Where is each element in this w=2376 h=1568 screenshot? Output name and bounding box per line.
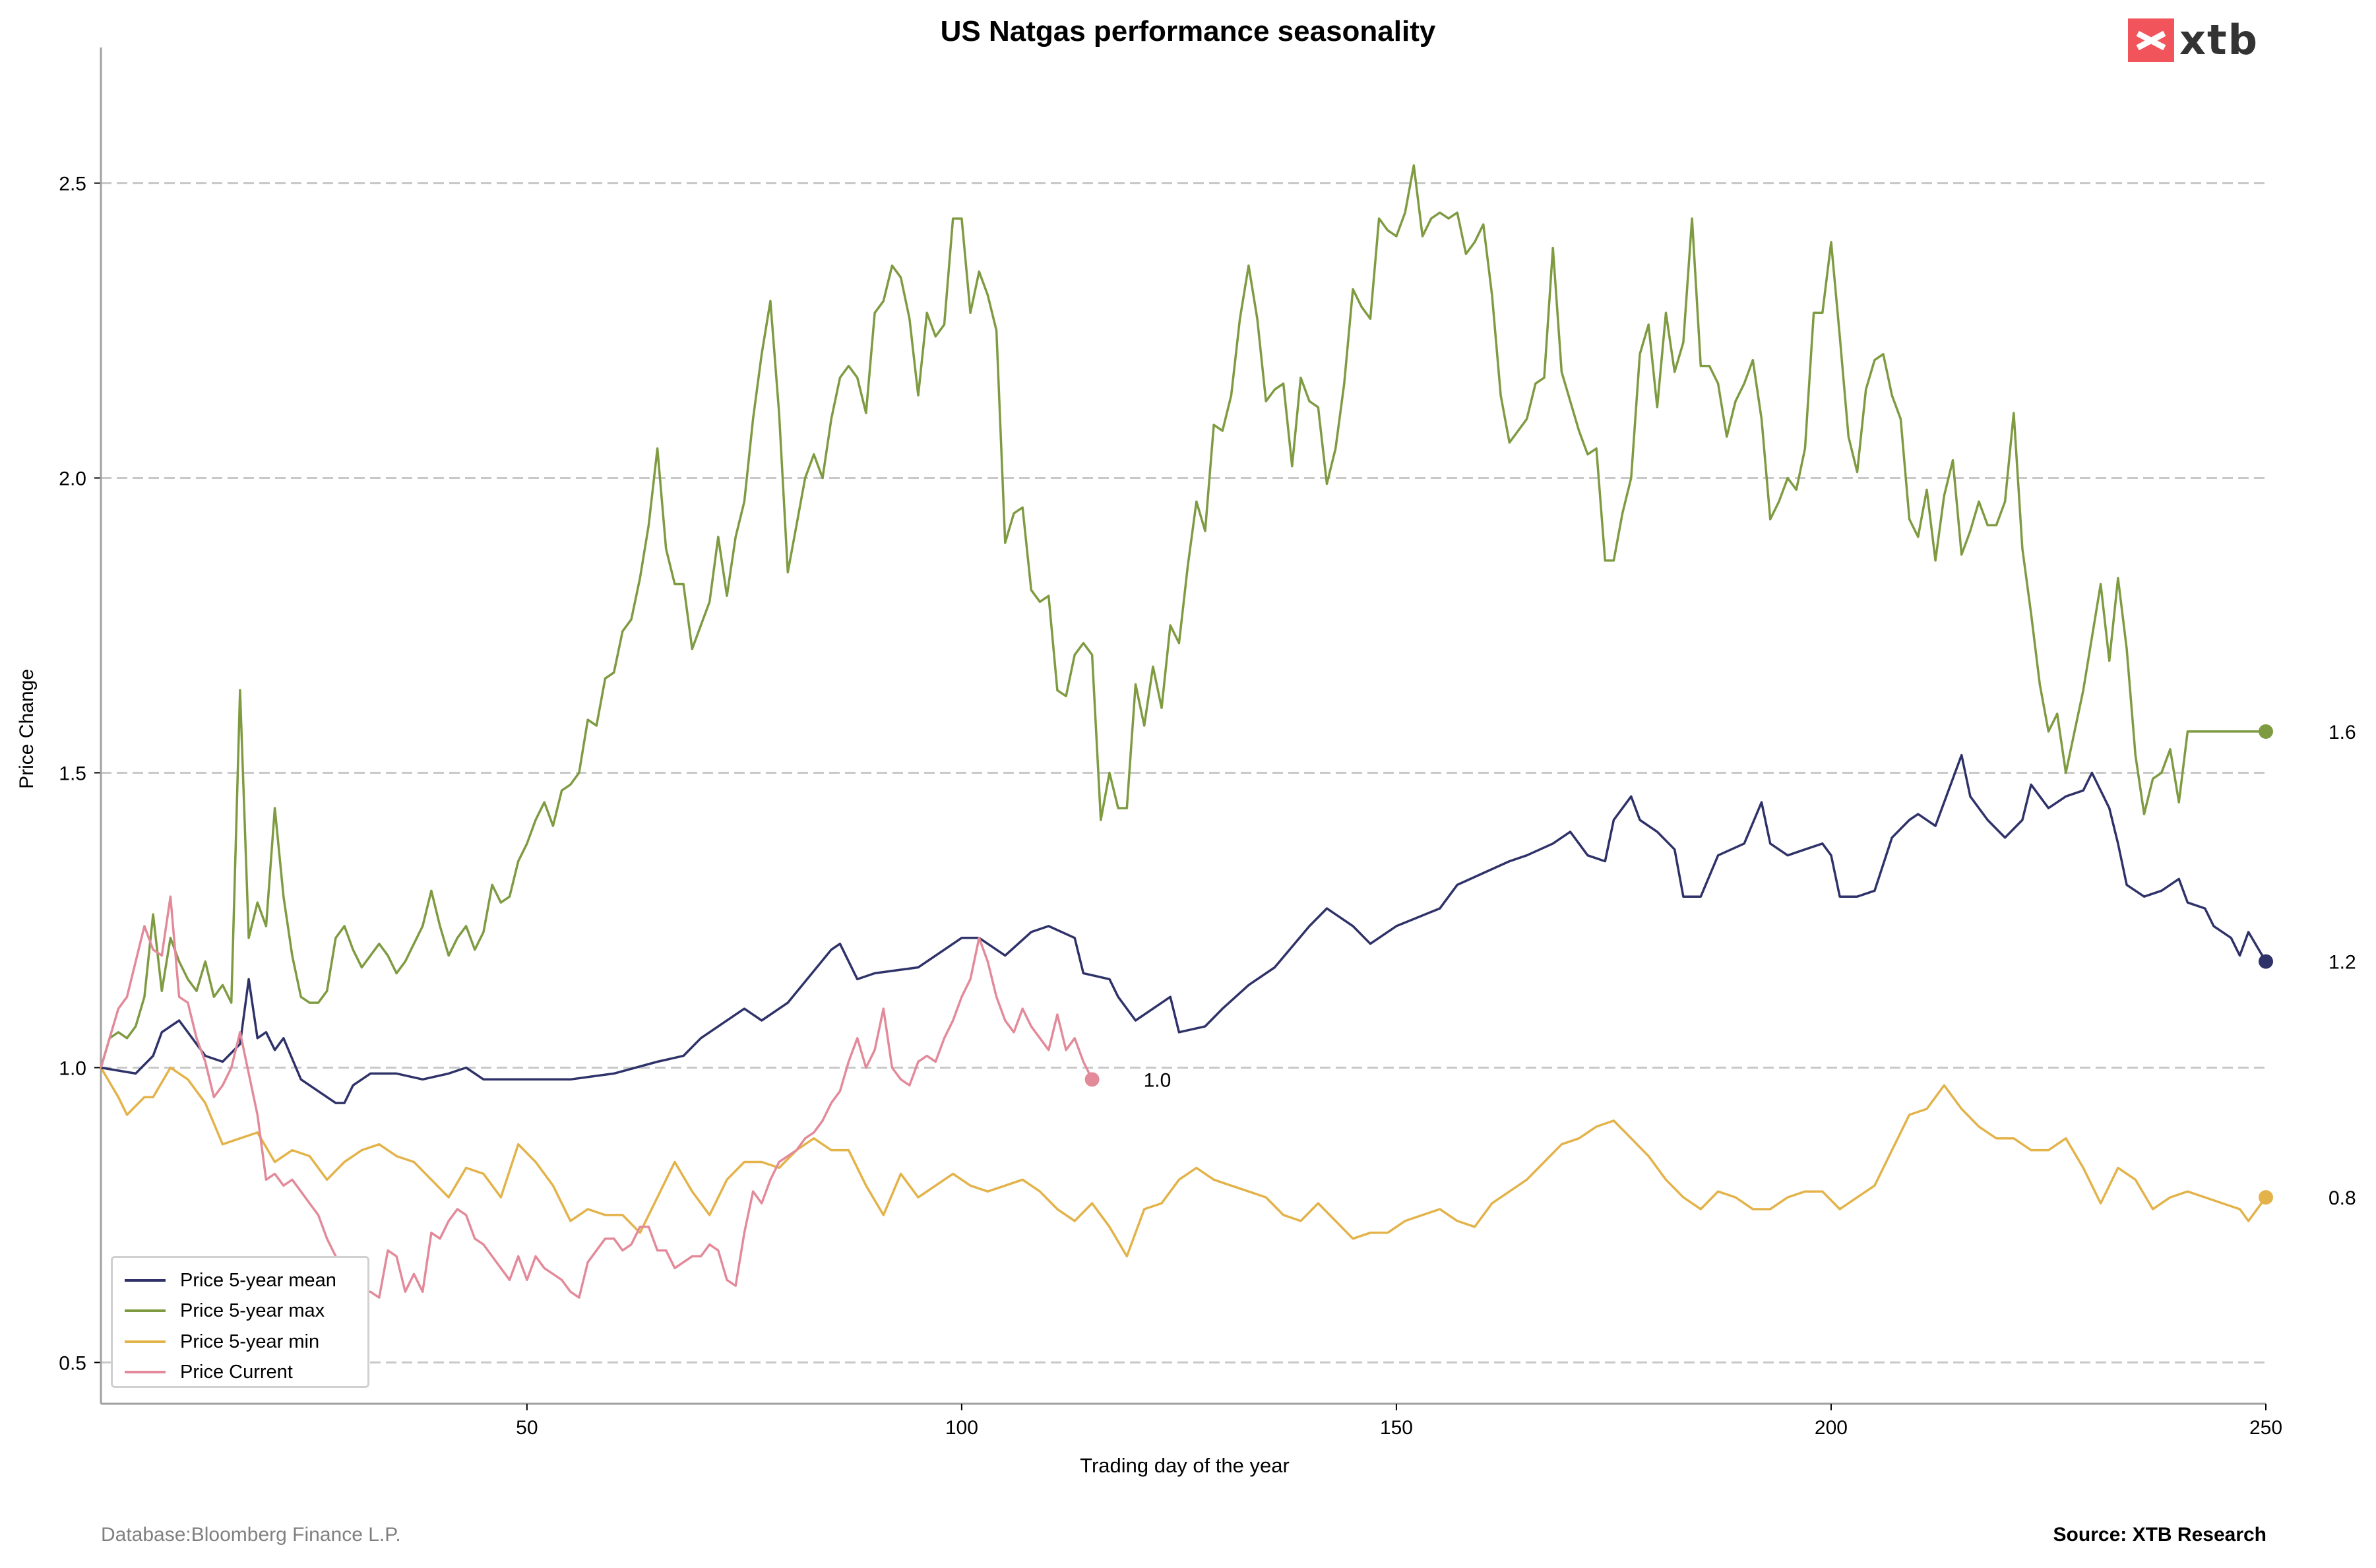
series-lines bbox=[100, 164, 2267, 1299]
x-tick-label: 50 bbox=[516, 1417, 538, 1439]
series-end-label: 1.2 bbox=[2329, 952, 2356, 974]
x-tick-label: 200 bbox=[1815, 1417, 1848, 1439]
y-tick-label: 2.0 bbox=[59, 468, 86, 490]
y-tick-label: 0.5 bbox=[59, 1352, 86, 1374]
legend-swatch-min bbox=[125, 1340, 166, 1343]
xtb-logo-text: xtb bbox=[2179, 16, 2259, 64]
series-line-3 bbox=[100, 895, 1094, 1299]
y-tick-label: 1.5 bbox=[59, 763, 86, 785]
xtb-logo: xtb bbox=[2128, 17, 2259, 63]
end-labels: 1.2 1.6 0.8 1.0 bbox=[1084, 722, 2356, 1209]
series-end-marker bbox=[1084, 1072, 1100, 1087]
xtb-logo-icon bbox=[2128, 18, 2174, 62]
series-end-marker bbox=[2259, 1190, 2273, 1205]
y-tick-label: 2.5 bbox=[59, 173, 86, 195]
legend-label-current: Price Current bbox=[180, 1361, 293, 1383]
axes: 0.5 1.0 1.5 2.0 2.5 50 100 150 200 250 bbox=[59, 47, 2282, 1439]
legend-label-mean: Price 5-year mean bbox=[180, 1269, 336, 1291]
grid-lines bbox=[101, 182, 2266, 1364]
legend-item-mean: Price 5-year mean bbox=[125, 1267, 336, 1294]
x-axis-label: Trading day of the year bbox=[1080, 1454, 1290, 1477]
legend-swatch-mean bbox=[125, 1279, 166, 1282]
legend-label-max: Price 5-year max bbox=[180, 1300, 325, 1321]
legend-label-min: Price 5-year min bbox=[180, 1331, 320, 1352]
x-tick-label: 150 bbox=[1380, 1417, 1413, 1439]
series-end-marker bbox=[2259, 724, 2273, 739]
series-end-marker bbox=[2259, 954, 2273, 969]
y-axis-label: Price Change bbox=[16, 669, 38, 789]
legend-item-current: Price Current bbox=[125, 1359, 293, 1385]
database-note: Database:Bloomberg Finance L.P. bbox=[101, 1524, 401, 1546]
chart-title: US Natgas performance seasonality bbox=[941, 15, 1436, 47]
series-line-0 bbox=[100, 753, 2267, 1104]
series-line-2 bbox=[100, 1066, 2267, 1258]
legend-swatch-current bbox=[125, 1371, 166, 1373]
series-end-label: 1.6 bbox=[2329, 722, 2356, 743]
series-line-1 bbox=[100, 164, 2266, 1068]
y-tick-label: 1.0 bbox=[59, 1057, 86, 1079]
series-end-label: 0.8 bbox=[2329, 1187, 2356, 1209]
legend-item-max: Price 5-year max bbox=[125, 1298, 325, 1324]
series-end-label: 1.0 bbox=[1144, 1069, 1172, 1091]
legend-swatch-max bbox=[125, 1309, 166, 1312]
legend: Price 5-year mean Price 5-year max Price… bbox=[111, 1256, 369, 1388]
legend-item-min: Price 5-year min bbox=[125, 1329, 319, 1355]
x-tick-label: 250 bbox=[2249, 1417, 2282, 1439]
x-tick-label: 100 bbox=[945, 1417, 978, 1439]
source-note: Source: XTB Research bbox=[2053, 1524, 2267, 1546]
